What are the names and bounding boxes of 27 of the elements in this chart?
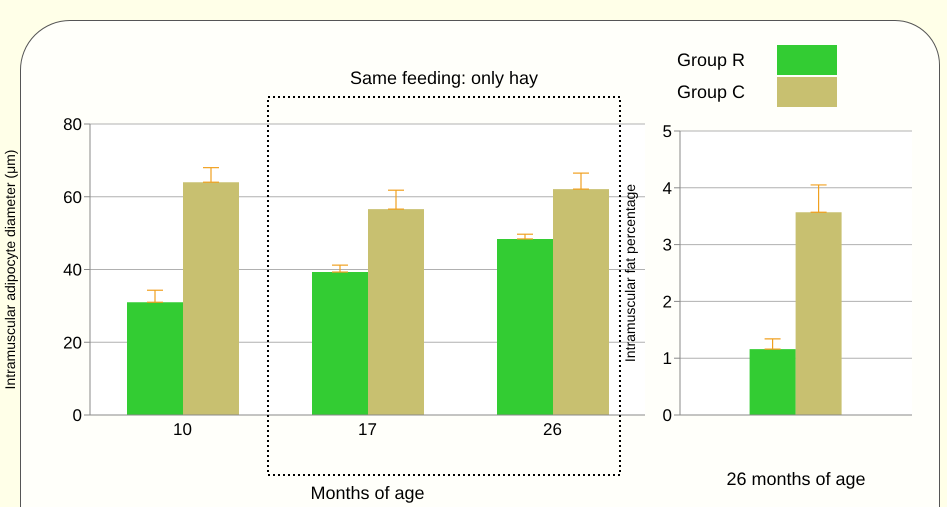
y-axis-title: Intramuscular adipocyte diameter (μm) bbox=[2, 150, 18, 390]
x-tick-label: 17 bbox=[358, 420, 377, 440]
y-tick-label: 4 bbox=[662, 178, 672, 198]
x-tick-label: 26 bbox=[543, 420, 562, 440]
y-tick-label: 60 bbox=[63, 188, 82, 207]
bar bbox=[183, 182, 239, 415]
y-tick-label: 20 bbox=[63, 333, 82, 352]
y-tick-label: 3 bbox=[662, 236, 672, 255]
bar bbox=[312, 272, 368, 415]
text: Same feeding: only hay bbox=[348, 68, 540, 89]
y-tick-label: 5 bbox=[662, 122, 672, 142]
bar bbox=[553, 189, 609, 415]
x-tick-label: 10 bbox=[173, 420, 192, 440]
y-tick-label: 2 bbox=[662, 292, 672, 312]
x-axis-title: Months of age bbox=[310, 483, 425, 503]
x-axis-title: 26 months of age bbox=[726, 469, 866, 489]
y-tick-label: 1 bbox=[662, 349, 672, 368]
y-tick-label: 80 bbox=[63, 115, 82, 134]
y-tick-label: 40 bbox=[63, 260, 82, 280]
bar bbox=[368, 209, 424, 415]
legend-label: Group R bbox=[677, 50, 746, 70]
bar bbox=[497, 238, 553, 415]
y-tick-label: 0 bbox=[662, 406, 672, 426]
legend-label: Group C bbox=[677, 82, 746, 102]
bar bbox=[127, 302, 183, 415]
y-axis-title: Intramuscular fat percentage bbox=[622, 184, 638, 362]
y-tick-label: 0 bbox=[72, 406, 82, 426]
